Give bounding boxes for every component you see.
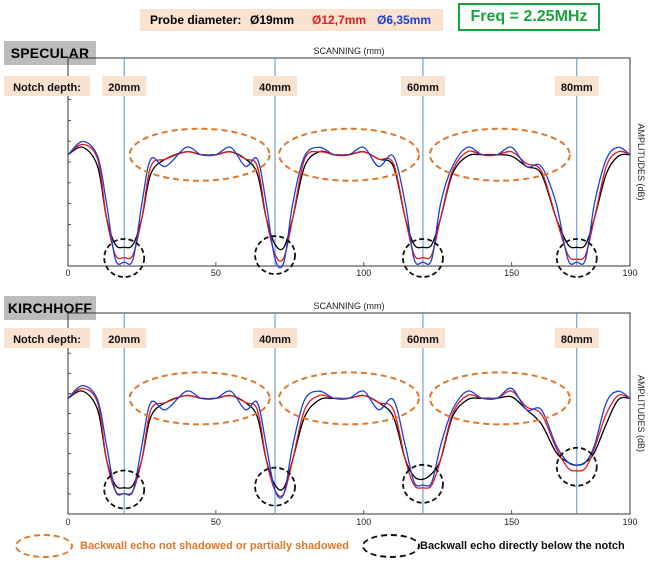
frequency-box: Freq = 2.25MHz xyxy=(458,3,600,31)
x-tick-label: 190 xyxy=(622,517,637,527)
notch-depth-box xyxy=(400,328,445,348)
series-line-Ø6,35mm xyxy=(67,140,631,269)
series-line-Ø6,35mm xyxy=(67,384,631,499)
black-circle-annotation xyxy=(555,446,598,487)
notch-depth-box xyxy=(253,76,298,96)
panel-title-kirchhoff: KIRCHHOFF xyxy=(4,296,96,320)
probe-d2: Ø12,7mm xyxy=(312,13,367,27)
notch-depth-label: 40mm xyxy=(259,334,291,346)
orange-ellipse-annotation xyxy=(128,127,271,182)
y-axis-title: AMPLITUDES (dB) xyxy=(636,375,646,452)
black-circle-annotation xyxy=(254,235,296,275)
x-tick-label: 100 xyxy=(356,517,371,527)
notch-depth-box xyxy=(102,76,147,96)
black-circle-annotation xyxy=(103,238,146,278)
notch-depth-label: 60mm xyxy=(407,82,439,94)
notch-depth-label: 40mm xyxy=(259,82,291,94)
orange-ellipse-annotation xyxy=(428,127,571,182)
legend-orange-text: Backwall echo not shadowed or partially … xyxy=(80,540,349,552)
notch-label: Notch depth: xyxy=(13,82,81,94)
chart-panel-kirchhoff: SCANNING (mm) 0 50 100 150 190 AMPLITUDES (dB)… xyxy=(4,301,646,527)
black-circle-annotation xyxy=(402,463,444,504)
notch-depth-label: 80mm xyxy=(561,334,593,346)
notch-depth-label: 60mm xyxy=(407,334,439,346)
notch-depth-box xyxy=(253,328,298,348)
x-tick-label: 190 xyxy=(622,268,637,278)
x-tick-label: 100 xyxy=(356,268,371,278)
notch-label: Notch depth: xyxy=(13,334,81,346)
probe-d3: Ø6,35mm xyxy=(377,13,432,27)
notch-label-box xyxy=(4,328,90,348)
notch-depth-label: 80mm xyxy=(561,82,593,94)
x-tick-label: 0 xyxy=(65,268,70,278)
x-tick-label: 0 xyxy=(65,517,70,527)
probe-d1: Ø19mm xyxy=(250,13,295,27)
x-tick-label: 50 xyxy=(211,517,221,527)
orange-ellipse-annotation xyxy=(128,371,271,426)
orange-ellipse-legend-icon xyxy=(15,534,73,558)
probe-diameter-legend: Probe diameter: Ø19mm Ø12,7mm Ø6,35mm xyxy=(140,9,443,31)
black-ellipse-legend-icon xyxy=(362,534,420,558)
x-tick-label: 150 xyxy=(504,517,519,527)
series-line-Ø12,7mm xyxy=(67,143,631,262)
x-axis-title: SCANNING (mm) xyxy=(314,46,385,56)
black-circle-annotation xyxy=(254,466,296,507)
notch-depth-label: 20mm xyxy=(108,82,140,94)
black-circle-annotation xyxy=(555,238,598,278)
notch-depth-box xyxy=(400,76,445,96)
orange-ellipse-annotation xyxy=(278,371,420,426)
probe-label: Probe diameter: xyxy=(150,13,242,27)
plot-frame xyxy=(67,57,631,267)
orange-ellipse-annotation xyxy=(428,371,571,426)
x-tick-label: 150 xyxy=(504,268,519,278)
chart-panel-specular: SCANNING (mm) 0 50 100 150 190 AMPLITUDES (dB)… xyxy=(4,46,646,278)
black-circle-annotation xyxy=(402,238,444,278)
series-line-Ø12,7mm xyxy=(67,387,631,498)
notch-depth-label: 20mm xyxy=(108,334,140,346)
notch-depth-box xyxy=(102,328,147,348)
notch-depth-box xyxy=(554,328,599,348)
black-circle-annotation xyxy=(103,469,146,510)
notch-label-box xyxy=(4,76,90,96)
x-axis-title: SCANNING (mm) xyxy=(314,301,385,311)
notch-depth-box xyxy=(554,76,599,96)
panel-title-specular: SPECULAR xyxy=(4,41,96,65)
y-axis-title: AMPLITUDES (dB) xyxy=(636,123,646,200)
orange-ellipse-annotation xyxy=(278,127,420,182)
x-tick-label: 50 xyxy=(211,268,221,278)
legend-black-text: Backwall echo directly below the notch xyxy=(420,540,625,552)
